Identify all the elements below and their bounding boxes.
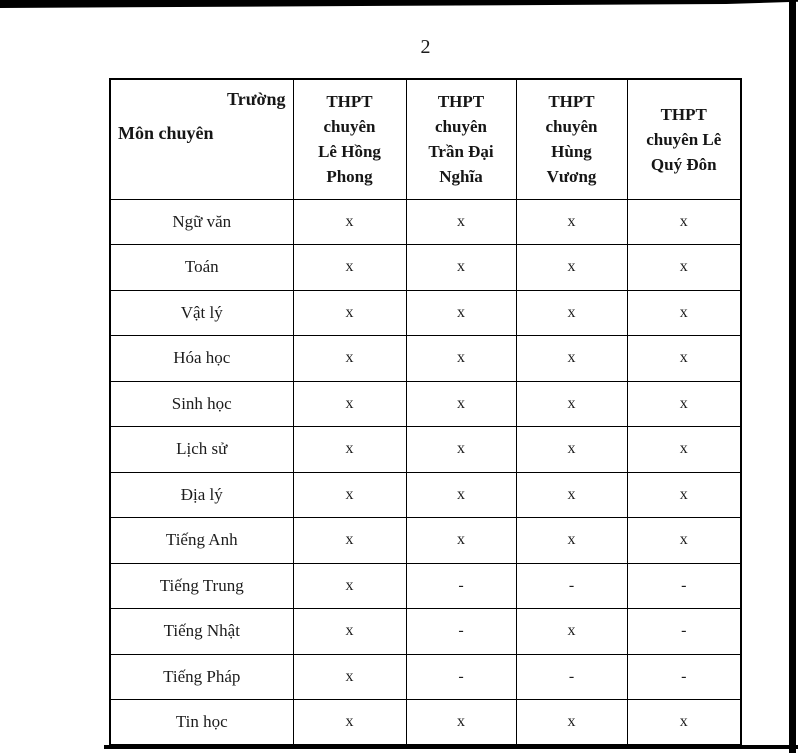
offered-mark-cell: x (626, 244, 742, 291)
table-row: Tin học x x x x (109, 699, 742, 746)
offered-mark-cell: x (292, 198, 407, 245)
offered-mark-cell: x (292, 653, 407, 700)
offered-mark-cell: x (515, 471, 628, 518)
subject-label: Vật lý (109, 289, 294, 336)
offered-mark-cell: x (515, 699, 628, 746)
school-column-header: THPT chuyên Lê Quý Đôn (626, 78, 742, 200)
offered-mark-cell: - (405, 562, 517, 609)
offered-mark-cell: x (626, 289, 742, 336)
offered-mark-cell: x (405, 289, 517, 336)
offered-mark-cell: x (405, 699, 517, 746)
table-row: Sinh học x x x x (109, 380, 742, 427)
header-row: Trường Môn chuyên THPT chuyên Lê Hồng Ph… (109, 78, 742, 200)
offered-mark-cell: - (515, 562, 628, 609)
offered-mark-cell: - (626, 653, 742, 700)
subject-label: Tiếng Nhật (109, 608, 294, 655)
offered-mark-cell: x (626, 335, 742, 382)
subject-label: Sinh học (109, 380, 294, 427)
offered-mark-cell: - (626, 608, 742, 655)
offered-mark-cell: x (292, 335, 407, 382)
scan-edge-top (0, 0, 798, 8)
offered-mark-cell: x (292, 471, 407, 518)
page-number: 2 (420, 36, 431, 58)
offered-mark-cell: x (292, 289, 407, 336)
offered-mark-cell: x (515, 198, 628, 245)
corner-header-cell: Trường Môn chuyên (109, 78, 294, 200)
subject-label: Địa lý (109, 471, 294, 518)
table-row: Tiếng Anh x x x x (109, 517, 742, 564)
school-column-header: THPT chuyên Lê Hồng Phong (292, 78, 407, 200)
offered-mark-cell: x (405, 471, 517, 518)
offered-mark-cell: x (405, 198, 517, 245)
offered-mark-cell: x (292, 426, 407, 473)
subject-label: Tin học (109, 699, 294, 746)
offered-mark-cell: x (292, 562, 407, 609)
table-row: Tiếng Nhật x - x - (109, 608, 742, 655)
offered-mark-cell: x (292, 244, 407, 291)
offered-mark-cell: x (626, 699, 742, 746)
scan-edge-bottom (104, 745, 798, 749)
offered-mark-cell: - (626, 562, 742, 609)
school-column-header: THPT chuyên Trần Đại Nghĩa (405, 78, 517, 200)
corner-school-label: Trường (227, 89, 286, 109)
offered-mark-cell: x (292, 699, 407, 746)
table-row: Hóa học x x x x (109, 335, 742, 382)
table-body: Ngữ văn x x x x Toán x x x x Vật lý x x x x Hóa học x x x x… (109, 198, 742, 746)
table-row: Lịch sử x x x x (109, 426, 742, 473)
offered-mark-cell: x (405, 517, 517, 564)
offered-mark-cell: x (515, 517, 628, 564)
offered-mark-cell: x (292, 608, 407, 655)
offered-mark-cell: - (405, 653, 517, 700)
school-column-header: THPT chuyên Hùng Vương (515, 78, 628, 200)
table-row: Tiếng Pháp x - - - (109, 653, 742, 700)
offered-mark-cell: x (292, 380, 407, 427)
table-row: Địa lý x x x x (109, 471, 742, 518)
offered-mark-cell: x (515, 608, 628, 655)
scan-edge-right (789, 0, 796, 753)
offered-mark-cell: x (626, 198, 742, 245)
offered-mark-cell: x (515, 335, 628, 382)
subject-label: Tiếng Anh (109, 517, 294, 564)
specialized-subjects-table: Trường Môn chuyên THPT chuyên Lê Hồng Ph… (109, 78, 742, 746)
subject-label: Toán (109, 244, 294, 291)
table-row: Toán x x x x (109, 244, 742, 291)
offered-mark-cell: x (405, 380, 517, 427)
corner-subject-label: Môn chuyên (118, 123, 214, 143)
offered-mark-cell: x (292, 517, 407, 564)
offered-mark-cell: x (515, 289, 628, 336)
offered-mark-cell: x (515, 244, 628, 291)
offered-mark-cell: - (405, 608, 517, 655)
offered-mark-cell: x (405, 244, 517, 291)
offered-mark-cell: x (405, 335, 517, 382)
subject-label: Tiếng Pháp (109, 653, 294, 700)
subject-label: Hóa học (109, 335, 294, 382)
subject-label: Ngữ văn (109, 198, 294, 245)
subject-label: Lịch sử (109, 426, 294, 473)
offered-mark-cell: - (515, 653, 628, 700)
offered-mark-cell: x (626, 517, 742, 564)
offered-mark-cell: x (626, 380, 742, 427)
offered-mark-cell: x (405, 426, 517, 473)
offered-mark-cell: x (515, 380, 628, 427)
table-row: Vật lý x x x x (109, 289, 742, 336)
table-row: Tiếng Trung x - - - (109, 562, 742, 609)
offered-mark-cell: x (626, 426, 742, 473)
offered-mark-cell: x (515, 426, 628, 473)
subject-label: Tiếng Trung (109, 562, 294, 609)
offered-mark-cell: x (626, 471, 742, 518)
table-row: Ngữ văn x x x x (109, 198, 742, 245)
